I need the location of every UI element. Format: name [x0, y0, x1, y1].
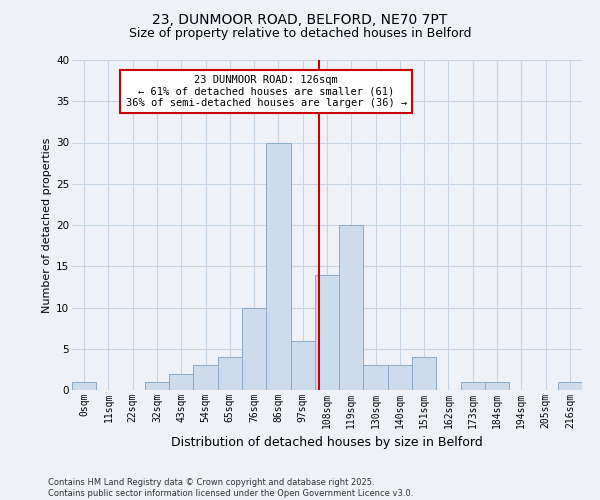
Bar	[145, 382, 169, 390]
Bar	[461, 382, 485, 390]
Bar	[388, 365, 412, 390]
Title: 23, DUNMOOR ROAD, BELFORD, NE70 7PT
Size of property relative to detached houses: 23, DUNMOOR ROAD, BELFORD, NE70 7PT Size…	[0, 499, 1, 500]
Bar	[364, 365, 388, 390]
Bar	[193, 365, 218, 390]
Text: 23 DUNMOOR ROAD: 126sqm
← 61% of detached houses are smaller (61)
36% of semi-de: 23 DUNMOOR ROAD: 126sqm ← 61% of detache…	[125, 75, 407, 108]
Bar	[339, 225, 364, 390]
Bar	[412, 357, 436, 390]
Bar	[558, 382, 582, 390]
Bar	[218, 357, 242, 390]
Bar	[315, 274, 339, 390]
Text: Size of property relative to detached houses in Belford: Size of property relative to detached ho…	[129, 28, 471, 40]
Text: 23, DUNMOOR ROAD, BELFORD, NE70 7PT: 23, DUNMOOR ROAD, BELFORD, NE70 7PT	[152, 12, 448, 26]
Bar	[266, 142, 290, 390]
Y-axis label: Number of detached properties: Number of detached properties	[42, 138, 52, 312]
Bar	[242, 308, 266, 390]
Text: Contains HM Land Registry data © Crown copyright and database right 2025.
Contai: Contains HM Land Registry data © Crown c…	[48, 478, 413, 498]
Bar	[290, 340, 315, 390]
X-axis label: Distribution of detached houses by size in Belford: Distribution of detached houses by size …	[171, 436, 483, 450]
Bar	[169, 374, 193, 390]
Bar	[485, 382, 509, 390]
Bar	[72, 382, 96, 390]
